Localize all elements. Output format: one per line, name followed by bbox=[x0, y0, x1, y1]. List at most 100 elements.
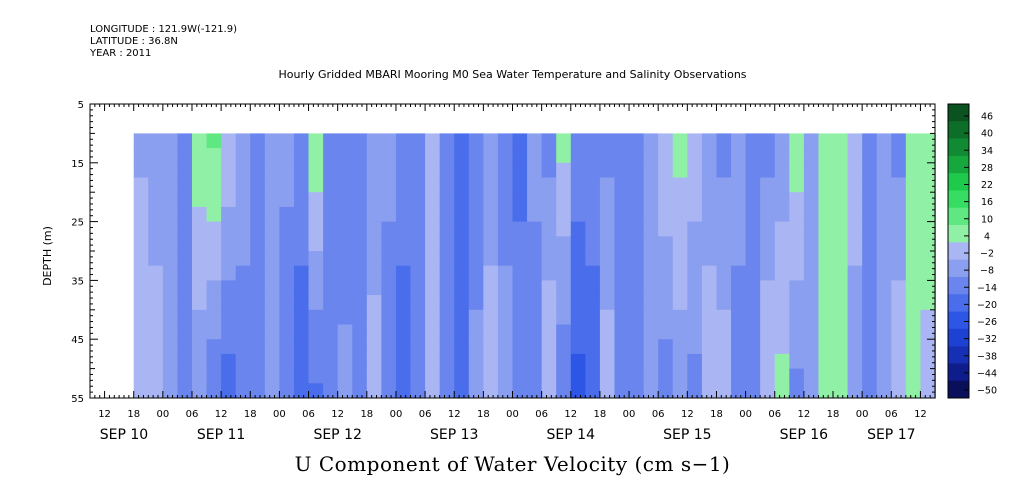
heatmap-cell bbox=[337, 383, 353, 399]
heatmap-cell bbox=[293, 192, 310, 208]
heatmap-cell bbox=[541, 324, 557, 340]
heatmap-cell bbox=[716, 206, 732, 223]
heatmap-cell bbox=[221, 368, 237, 384]
heatmap-cell bbox=[658, 206, 674, 223]
heatmap-cell bbox=[133, 353, 149, 370]
heatmap-cell bbox=[308, 177, 324, 193]
heatmap-cell bbox=[585, 309, 601, 325]
colorbar-label: −32 bbox=[977, 334, 997, 345]
heatmap-cell bbox=[774, 133, 790, 149]
heatmap-cell bbox=[599, 162, 615, 178]
heatmap-cell bbox=[585, 353, 601, 370]
heatmap-cell bbox=[454, 309, 470, 325]
heatmap-cell bbox=[541, 383, 557, 399]
heatmap-cell bbox=[629, 295, 645, 311]
x-tick-label: 18 bbox=[827, 409, 840, 420]
heatmap-cell bbox=[293, 206, 310, 223]
heatmap-cell bbox=[847, 265, 863, 281]
heatmap-cell bbox=[133, 162, 149, 178]
heatmap-cell bbox=[352, 221, 368, 237]
heatmap-cell bbox=[876, 295, 892, 311]
heatmap-cell bbox=[162, 368, 178, 384]
heatmap-cell bbox=[803, 221, 819, 237]
heatmap-cell bbox=[833, 339, 849, 355]
heatmap-cell bbox=[920, 192, 936, 208]
heatmap-cell bbox=[454, 383, 470, 399]
heatmap-cell bbox=[760, 265, 776, 281]
heatmap-cell bbox=[862, 368, 878, 384]
heatmap-cell bbox=[279, 280, 295, 296]
colorbar-band bbox=[948, 190, 969, 209]
heatmap-cell bbox=[599, 206, 615, 223]
heatmap-cell bbox=[133, 368, 149, 384]
heatmap-cell bbox=[803, 133, 819, 149]
x-tick-label: 00 bbox=[739, 409, 752, 420]
heatmap-cell bbox=[264, 177, 280, 193]
heatmap-cell bbox=[264, 221, 280, 237]
heatmap-cell bbox=[614, 265, 630, 281]
heatmap-cell bbox=[439, 339, 455, 355]
heatmap-cell bbox=[876, 148, 892, 164]
heatmap-cell bbox=[745, 236, 761, 252]
heatmap-cell bbox=[687, 236, 703, 252]
heatmap-cell bbox=[162, 236, 178, 252]
heatmap-cell bbox=[629, 162, 645, 178]
heatmap-cell bbox=[774, 206, 790, 223]
heatmap-cell bbox=[148, 133, 164, 149]
heatmap-cell bbox=[672, 162, 688, 178]
heatmap-cell bbox=[177, 162, 193, 178]
heatmap-cell bbox=[833, 324, 849, 340]
heatmap-cell bbox=[454, 339, 470, 355]
heatmap-cell bbox=[410, 383, 426, 399]
heatmap-cell bbox=[279, 368, 295, 384]
heatmap-cell bbox=[527, 221, 543, 237]
heatmap-cell bbox=[483, 324, 499, 340]
heatmap-cell bbox=[279, 324, 295, 340]
heatmap-cell bbox=[833, 295, 849, 311]
heatmap-cell bbox=[468, 280, 484, 296]
x-tick-label: 00 bbox=[623, 409, 636, 420]
heatmap-cell bbox=[439, 221, 455, 237]
heatmap-cell bbox=[454, 133, 470, 149]
heatmap-cell bbox=[323, 192, 339, 208]
heatmap-cell bbox=[891, 339, 907, 355]
heatmap-cell bbox=[570, 192, 586, 208]
heatmap-cell bbox=[862, 162, 878, 178]
heatmap-cell bbox=[410, 324, 426, 340]
colorbar-label: 34 bbox=[981, 146, 993, 157]
heatmap-cell bbox=[847, 353, 863, 370]
heatmap-cell bbox=[468, 383, 484, 399]
heatmap-cell bbox=[731, 280, 747, 296]
heatmap-cell bbox=[745, 192, 761, 208]
heatmap-cell bbox=[905, 309, 921, 325]
heatmap-cell bbox=[701, 221, 717, 237]
heatmap-cell bbox=[570, 133, 586, 149]
heatmap-cell bbox=[439, 309, 455, 325]
heatmap-cell bbox=[177, 177, 193, 193]
heatmap-cell bbox=[235, 383, 251, 399]
heatmap-cell bbox=[323, 339, 339, 355]
heatmap-cell bbox=[323, 265, 339, 281]
heatmap-cell bbox=[731, 162, 747, 178]
heatmap-cell bbox=[206, 236, 222, 252]
colorbar-band bbox=[948, 155, 969, 174]
heatmap-cell bbox=[323, 148, 339, 164]
heatmap-cell bbox=[133, 265, 149, 281]
heatmap-cell bbox=[206, 206, 222, 223]
heatmap-cell bbox=[876, 309, 892, 325]
heatmap-cell bbox=[643, 324, 659, 340]
heatmap-cell bbox=[191, 324, 208, 340]
heatmap-cell bbox=[658, 221, 674, 237]
heatmap-cell bbox=[803, 236, 819, 252]
heatmap-cell bbox=[337, 324, 353, 340]
heatmap-cell bbox=[439, 353, 455, 370]
heatmap-cell bbox=[803, 280, 819, 296]
heatmap-cell bbox=[191, 133, 208, 149]
heatmap-cell bbox=[760, 162, 776, 178]
heatmap-cell bbox=[264, 251, 280, 267]
heatmap-cell bbox=[497, 177, 513, 193]
heatmap-cell bbox=[789, 177, 805, 193]
heatmap-cell bbox=[497, 280, 513, 296]
x-tick-label: 06 bbox=[535, 409, 548, 420]
heatmap-cell bbox=[483, 280, 499, 296]
